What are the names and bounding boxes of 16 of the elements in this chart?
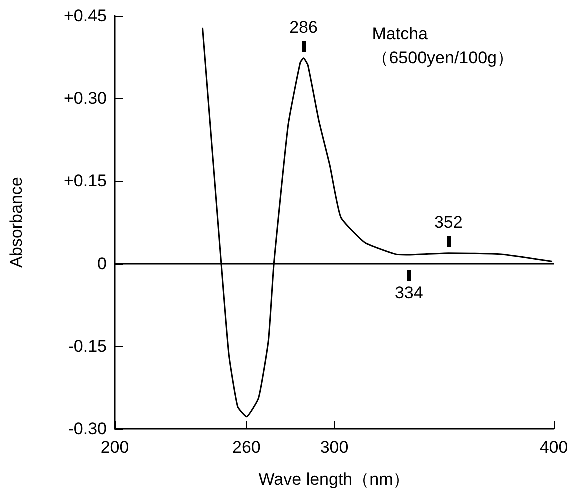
- annotation: 286: [290, 18, 318, 37]
- y-axis-title: Absorbance: [7, 177, 26, 268]
- x-axis-title: Wave length（nm）: [258, 470, 410, 489]
- y-tick-label: +0.30: [64, 89, 107, 108]
- y-tick-label: +0.45: [64, 6, 107, 26]
- x-tick-label: 200: [100, 438, 130, 457]
- annotation: 352: [434, 212, 463, 232]
- y-tick-label: -0.15: [68, 336, 107, 356]
- x-tick-label: 300: [320, 438, 349, 457]
- y-tick-label: -0.30: [68, 420, 107, 438]
- y-tick-label: +0.15: [64, 172, 107, 191]
- x-tick-label: 260: [232, 438, 261, 457]
- y-tick-label: 0: [98, 254, 107, 274]
- x-tick-label: 400: [540, 438, 568, 457]
- annotation: Matcha （6500yen/100g）: [372, 24, 514, 68]
- annotation: 334: [394, 283, 424, 302]
